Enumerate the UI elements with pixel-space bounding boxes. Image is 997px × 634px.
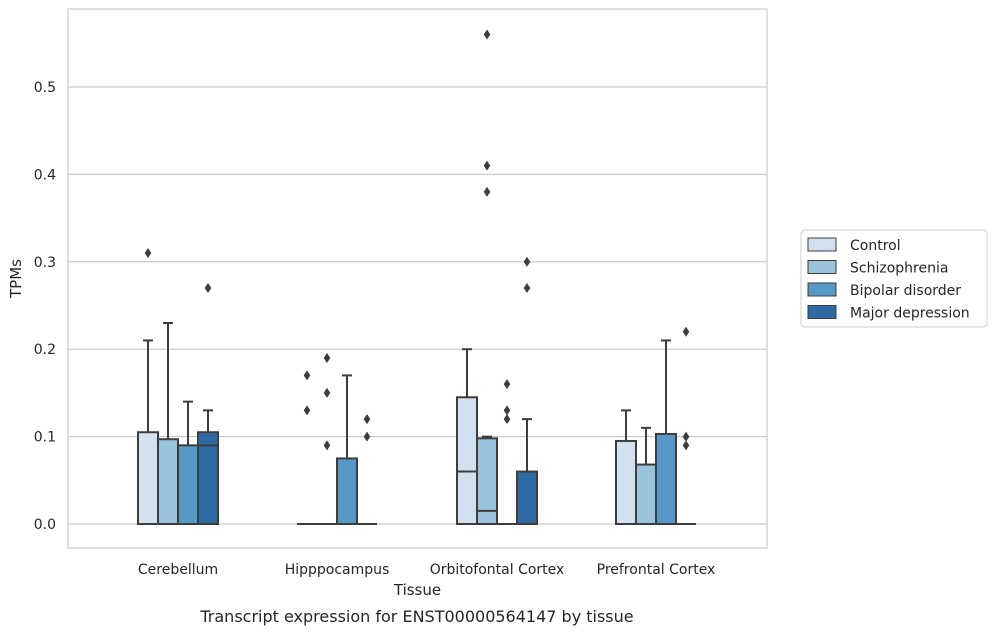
- box-control: [456, 348, 478, 525]
- box-control: [137, 248, 159, 526]
- legend: Control Schizophrenia Bipolar disorder Majo…: [800, 229, 988, 328]
- outlier-point: [323, 440, 331, 451]
- box-control: [615, 409, 637, 525]
- outlier-point: [682, 440, 690, 451]
- legend-swatch: [807, 237, 837, 252]
- box-control: [297, 370, 317, 525]
- legend-swatch: [807, 260, 837, 274]
- outlier-point: [503, 414, 511, 425]
- chart-caption: Transcript expression for ENST0000056414…: [199, 607, 633, 626]
- y-tick-label: 0.5: [34, 80, 56, 96]
- plot-area: [137, 29, 696, 526]
- outlier-point: [363, 414, 371, 425]
- x-tick-label: Cerebellum: [138, 562, 218, 578]
- x-tick-label: Orbitofontal Cortex: [430, 562, 565, 578]
- legend-swatch: [807, 282, 837, 297]
- outlier-point: [523, 283, 531, 294]
- legend-label: Bipolar disorder: [850, 283, 961, 299]
- legend-label: Schizophrenia: [850, 261, 948, 277]
- box-major-depression: [516, 256, 538, 525]
- outlier-point: [204, 283, 212, 294]
- outlier-point: [682, 431, 690, 442]
- box-schizophrenia: [635, 426, 657, 525]
- outlier-point: [503, 379, 511, 390]
- box-bipolar-disorder: [497, 379, 517, 525]
- outlier-point: [323, 387, 331, 398]
- legend-frame: [800, 229, 988, 328]
- legend-label: Control: [850, 238, 901, 254]
- box: [197, 431, 219, 526]
- box: [655, 432, 677, 525]
- box-schizophrenia: [157, 321, 179, 525]
- y-tick-label: 0.1: [34, 430, 56, 446]
- outlier-point: [682, 326, 690, 337]
- outlier-point: [523, 256, 531, 267]
- plot-frame: [67, 8, 768, 549]
- box: [516, 470, 538, 525]
- box-schizophrenia: [317, 352, 337, 525]
- box-major-depression: [676, 326, 696, 525]
- box: [615, 439, 637, 525]
- x-axis-ticks: Cerebellum Hipppocampus Orbitofontal Corte…: [138, 562, 715, 578]
- outlier-point: [483, 186, 491, 197]
- outlier-point: [323, 352, 331, 363]
- y-tick-label: 0.4: [34, 167, 56, 183]
- box: [336, 457, 358, 526]
- x-tick-label: Prefrontal Cortex: [597, 562, 716, 578]
- box-bipolar-disorder: [336, 374, 358, 526]
- outlier-point: [483, 160, 491, 171]
- x-axis-label: Tissue: [393, 581, 441, 599]
- box: [635, 463, 657, 525]
- outlier-point: [144, 248, 152, 259]
- box: [476, 437, 498, 525]
- outlier-point: [363, 431, 371, 442]
- box: [157, 438, 179, 525]
- box-bipolar-disorder: [177, 400, 199, 525]
- x-tick-label: Hipppocampus: [285, 562, 390, 578]
- outlier-point: [503, 405, 511, 416]
- box-schizophrenia: [476, 29, 498, 525]
- outlier-point: [303, 405, 311, 416]
- legend-label: Major depression: [850, 306, 970, 322]
- box-bipolar-disorder: [655, 339, 677, 525]
- y-axis-label: TPMs: [7, 259, 25, 299]
- box-major-depression: [357, 414, 377, 525]
- box-major-depression: [197, 283, 219, 526]
- y-axis-ticks: 0.0 0.1 0.2 0.3 0.4 0.5: [34, 80, 56, 533]
- outlier-point: [303, 370, 311, 381]
- legend-swatch: [807, 305, 837, 319]
- y-tick-label: 0.0: [34, 517, 56, 533]
- outlier-point: [483, 29, 491, 40]
- box: [177, 444, 199, 525]
- box: [137, 431, 159, 526]
- y-tick-label: 0.3: [34, 255, 56, 271]
- box: [456, 396, 478, 525]
- y-tick-label: 0.2: [34, 342, 56, 358]
